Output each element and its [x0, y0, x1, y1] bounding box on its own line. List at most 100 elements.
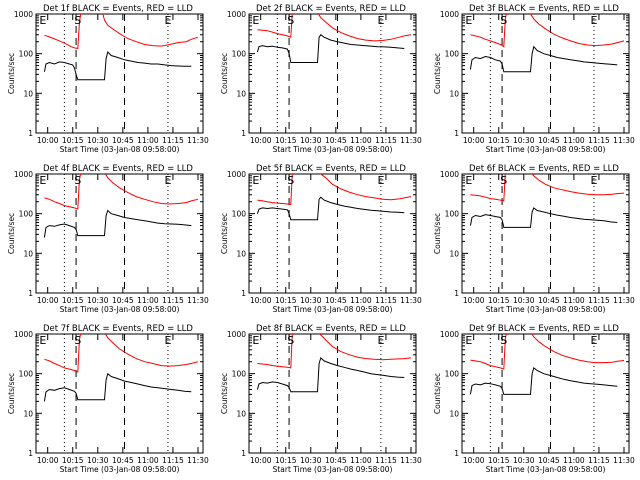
x-tick-label: 10:45	[538, 296, 560, 305]
x-tick-label: 10:45	[112, 296, 134, 305]
event-letter: S	[74, 14, 81, 27]
x-tick-label: 11:15	[375, 296, 397, 305]
y-tick-label: 1	[454, 129, 459, 138]
series-line	[469, 207, 618, 228]
x-tick-label: 11:15	[162, 456, 184, 465]
series-line	[257, 14, 412, 42]
series-line	[43, 209, 192, 238]
y-tick-label: 100	[19, 50, 34, 59]
detector-panel: 1 10 100 1000 10:00 10:15 10:30 10:45 11:00 11:15…	[433, 164, 635, 314]
y-tick-label: 10	[236, 89, 246, 98]
x-tick-label: 10:30	[87, 136, 109, 145]
x-tick-label: 11:30	[400, 296, 422, 305]
x-tick-label: 10:45	[112, 456, 134, 465]
x-tick-label: 11:30	[613, 136, 635, 145]
x-tick-label: 10:45	[325, 296, 347, 305]
panel-title: Det 6f BLACK = Events, RED = LLD	[469, 164, 619, 174]
y-axis-label: Counts/sec	[220, 53, 229, 94]
x-tick-label: 10:30	[300, 456, 322, 465]
detector-panel: 1 10 100 1000 10:00 10:15 10:30 10:45 11:00 11:15…	[433, 4, 635, 154]
y-axis-label: Counts/sec	[433, 213, 442, 254]
y-tick-label: 100	[19, 210, 34, 219]
event-letter: S	[74, 174, 81, 187]
x-tick-label: 10:15	[275, 136, 297, 145]
y-tick-label: 1000	[227, 10, 246, 19]
event-letter: S	[74, 334, 81, 347]
panel-title: Det 8f BLACK = Events, RED = LLD	[256, 324, 406, 334]
detector-panel: 1 10 100 1000 10:00 10:15 10:30 10:45 11:00 11:15…	[220, 164, 422, 314]
series-line	[43, 51, 192, 81]
y-tick-label: 100	[232, 50, 247, 59]
event-letter: E	[590, 334, 597, 347]
x-tick-label: 11:15	[162, 296, 184, 305]
y-tick-label: 1	[28, 449, 33, 458]
plot-frame	[248, 13, 417, 134]
panel-title: Det 9f BLACK = Events, RED = LLD	[469, 324, 619, 334]
y-tick-label: 10	[449, 89, 459, 98]
x-tick-label: 11:15	[375, 136, 397, 145]
event-letter: E	[465, 334, 472, 347]
x-tick-label: 10:15	[275, 296, 297, 305]
x-axis-label: Start Time (03-Jan-08 09:58:00)	[273, 465, 393, 474]
y-axis-label: Counts/sec	[220, 213, 229, 254]
x-tick-label: 10:30	[300, 296, 322, 305]
y-tick-label: 1	[454, 289, 459, 298]
x-tick-label: 11:15	[162, 136, 184, 145]
y-tick-label: 10	[236, 249, 246, 258]
y-tick-label: 10	[449, 249, 459, 258]
event-letter: E	[252, 14, 259, 27]
x-tick-label: 11:30	[400, 136, 422, 145]
panel-title: Det 7f BLACK = Events, RED = LLD	[43, 324, 193, 334]
y-tick-label: 100	[232, 210, 247, 219]
y-tick-label: 10	[23, 409, 33, 418]
x-tick-label: 10:30	[87, 296, 109, 305]
x-axis-label: Start Time (03-Jan-08 09:58:00)	[273, 145, 393, 154]
series-line	[469, 45, 618, 73]
x-tick-label: 10:30	[513, 136, 535, 145]
x-axis-label: Start Time (03-Jan-08 09:58:00)	[486, 145, 606, 154]
y-tick-label: 100	[445, 370, 460, 379]
event-letter: E	[377, 334, 384, 347]
x-tick-label: 11:30	[187, 296, 209, 305]
y-axis-label: Counts/sec	[7, 373, 16, 414]
y-tick-label: 1000	[440, 170, 459, 179]
plot-frame	[461, 333, 630, 454]
x-tick-label: 11:30	[187, 456, 209, 465]
x-tick-label: 10:15	[275, 456, 297, 465]
x-tick-label: 11:30	[187, 136, 209, 145]
y-tick-label: 10	[236, 409, 246, 418]
x-tick-label: 10:15	[488, 136, 510, 145]
x-axis-label: Start Time (03-Jan-08 09:58:00)	[486, 305, 606, 314]
x-tick-label: 10:00	[37, 136, 59, 145]
event-letter: E	[377, 174, 384, 187]
series-line	[470, 14, 625, 48]
y-tick-label: 100	[445, 50, 460, 59]
x-tick-label: 11:30	[613, 296, 635, 305]
x-tick-label: 11:15	[588, 136, 610, 145]
y-axis-label: Counts/sec	[433, 53, 442, 94]
series-line	[44, 174, 199, 210]
panel-title: Det 2f BLACK = Events, RED = LLD	[256, 4, 406, 14]
y-tick-label: 1000	[14, 330, 33, 339]
x-axis-label: Start Time (03-Jan-08 09:58:00)	[60, 305, 180, 314]
x-tick-label: 11:00	[350, 296, 372, 305]
x-tick-label: 11:00	[137, 296, 159, 305]
event-letter: E	[465, 174, 472, 187]
x-tick-label: 10:30	[513, 456, 535, 465]
x-tick-label: 10:30	[300, 136, 322, 145]
y-tick-label: 100	[19, 370, 34, 379]
x-tick-label: 11:00	[137, 136, 159, 145]
x-axis-label: Start Time (03-Jan-08 09:58:00)	[60, 465, 180, 474]
x-tick-label: 11:00	[137, 456, 159, 465]
x-tick-label: 10:00	[250, 136, 272, 145]
series-line	[257, 174, 412, 206]
x-tick-label: 11:00	[563, 296, 585, 305]
y-tick-label: 1	[241, 289, 246, 298]
plot-frame	[248, 173, 417, 294]
y-tick-label: 1	[28, 129, 33, 138]
event-letter: E	[164, 14, 171, 27]
panel-title: Det 5f BLACK = Events, RED = LLD	[256, 164, 406, 174]
x-tick-label: 11:30	[613, 456, 635, 465]
series-line	[44, 334, 199, 373]
